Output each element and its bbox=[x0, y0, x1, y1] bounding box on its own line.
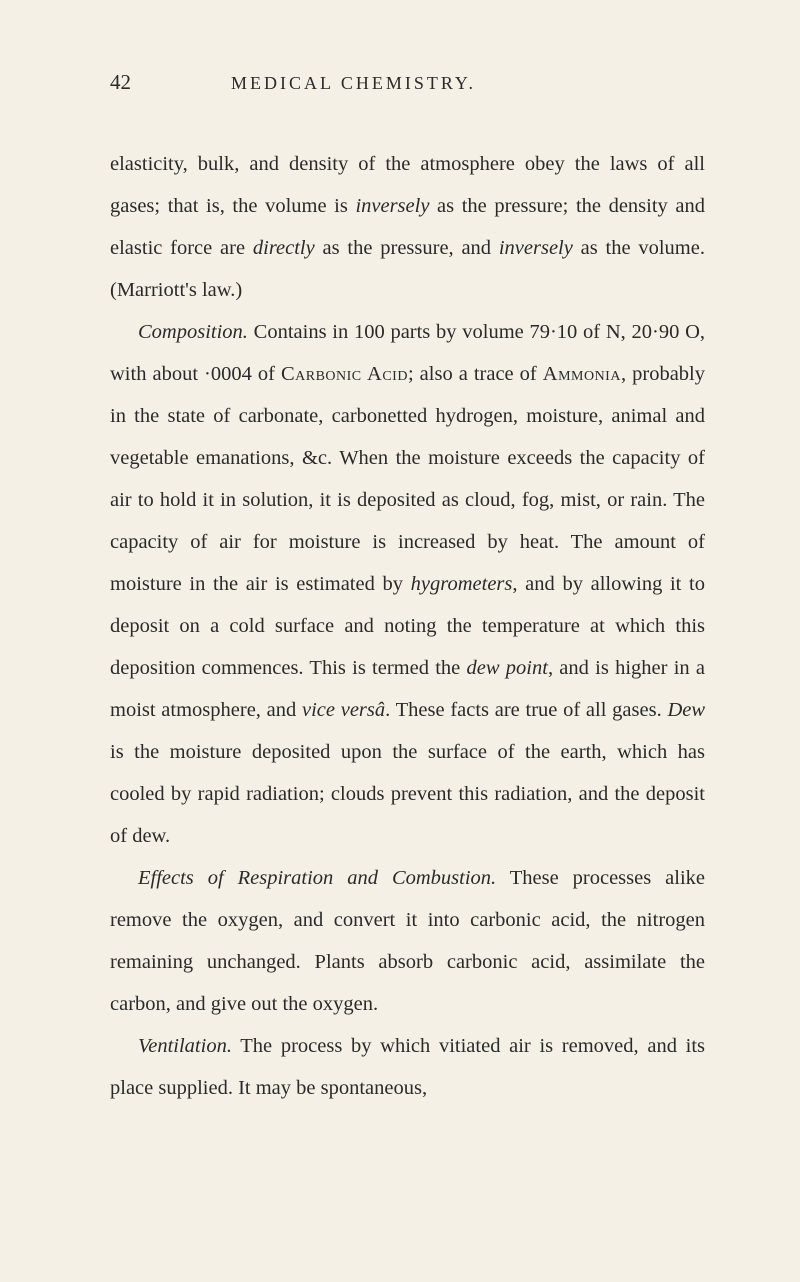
text-run: as the pressure, and bbox=[315, 237, 499, 259]
paragraph-3: Effects of Respiration and Combustion. T… bbox=[110, 857, 705, 1025]
running-title: MEDICAL CHEMISTRY. bbox=[231, 73, 476, 94]
text-run: . These facts are true of all gases. bbox=[385, 699, 667, 721]
italic-text: inversely bbox=[355, 195, 429, 217]
paragraph-4: Ventilation. The process by which vitiat… bbox=[110, 1025, 705, 1109]
italic-heading: Ventilation. bbox=[138, 1035, 232, 1057]
page-number: 42 bbox=[110, 70, 131, 95]
paragraph-2: Composition. Contains in 100 parts by vo… bbox=[110, 311, 705, 857]
italic-text: directly bbox=[253, 237, 315, 259]
text-run: , probably in the state of carbonate, ca… bbox=[110, 363, 705, 595]
text-run: ; also a trace of bbox=[408, 363, 543, 385]
paragraph-1: elasticity, bulk, and density of the atm… bbox=[110, 143, 705, 311]
italic-heading: Composition. bbox=[138, 321, 248, 343]
italic-text: dew point bbox=[467, 657, 548, 679]
page-header: 42 MEDICAL CHEMISTRY. bbox=[110, 70, 705, 95]
body-text: elasticity, bulk, and density of the atm… bbox=[110, 143, 705, 1109]
smallcaps-text: Carbonic Acid bbox=[281, 363, 408, 385]
smallcaps-text: Ammonia bbox=[543, 363, 621, 385]
text-run: is the moisture deposited upon the surfa… bbox=[110, 741, 705, 847]
italic-text: inversely bbox=[499, 237, 573, 259]
italic-heading: Effects of Respiration and Combustion. bbox=[138, 867, 496, 889]
text-run: These processes alike remove the oxygen,… bbox=[110, 867, 705, 1015]
italic-text: Dew bbox=[667, 699, 705, 721]
italic-text: vice versâ bbox=[302, 699, 385, 721]
italic-text: hygrometers bbox=[411, 573, 513, 595]
document-page: 42 MEDICAL CHEMISTRY. elasticity, bulk, … bbox=[0, 0, 800, 1169]
